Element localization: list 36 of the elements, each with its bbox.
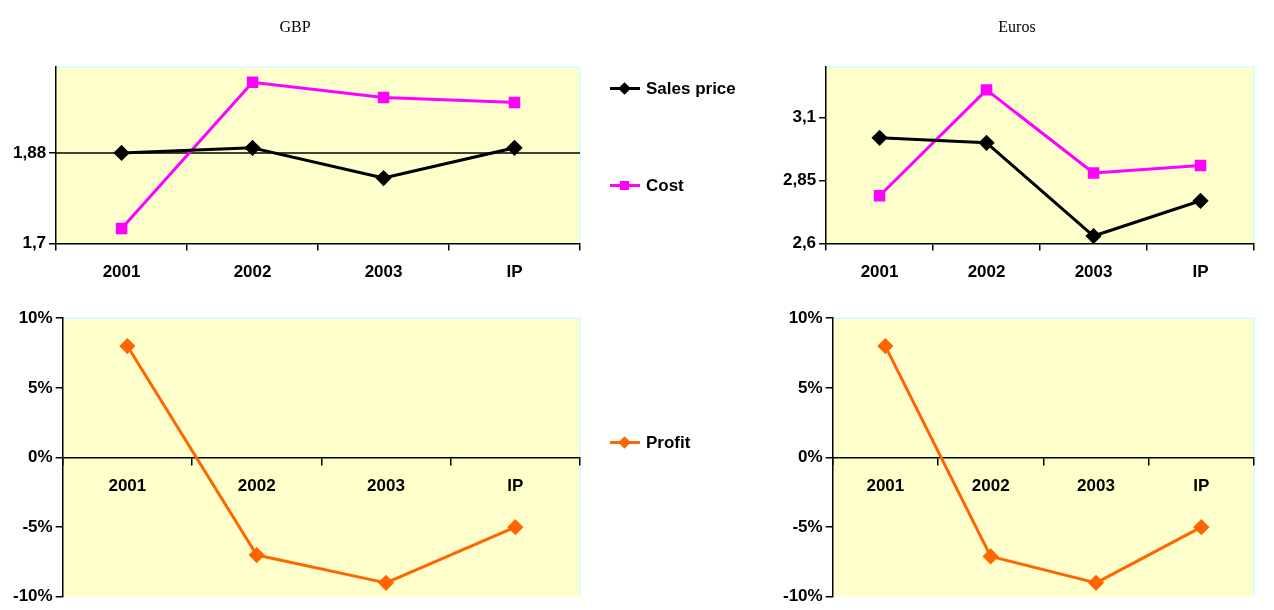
x-tick-label: 2001: [102, 262, 141, 282]
y-tick-label: 10%: [18, 307, 53, 327]
x-tick-label: 2002: [967, 262, 1006, 282]
x-tick-label: 2003: [367, 476, 405, 496]
x-tick-label: IP: [1192, 262, 1209, 282]
x-tick-label: 2003: [1074, 262, 1113, 282]
y-tick-label: -10%: [13, 586, 53, 606]
y-tick-label: 0%: [798, 447, 823, 467]
x-tick-label: IP: [1193, 476, 1210, 496]
x-tick-label: 2003: [1077, 476, 1115, 496]
x-tick-label: 2002: [971, 476, 1010, 496]
y-tick-label: -5%: [792, 516, 823, 536]
y-tick-label: 0%: [28, 447, 53, 467]
chart-title: Euros: [998, 17, 1036, 35]
y-tick-label: -5%: [22, 516, 53, 536]
x-tick-label: 2003: [364, 262, 403, 282]
x-tick-label: IP: [506, 262, 523, 282]
x-tick-label: 2001: [860, 262, 899, 282]
y-tick-label: 5%: [28, 377, 53, 397]
y-tick-label: 1,88: [12, 142, 47, 162]
legend-label: Profit: [646, 432, 691, 453]
chart-title: GBP: [279, 17, 311, 35]
y-tick-label: 2,6: [792, 233, 817, 253]
x-tick-label: 2002: [237, 476, 276, 496]
x-tick-label: 2001: [866, 476, 905, 496]
x-tick-label: IP: [507, 476, 524, 496]
y-tick-label: -10%: [783, 586, 823, 606]
x-tick-label: 2001: [108, 476, 147, 496]
y-tick-label: 1,7: [22, 233, 47, 253]
y-tick-label: 10%: [788, 307, 823, 327]
y-tick-label: 3,1: [792, 107, 817, 127]
y-tick-label: 5%: [798, 377, 823, 397]
y-tick-label: 2,85: [782, 170, 817, 190]
legend-label: Sales price: [646, 78, 736, 99]
x-tick-label: 2002: [233, 262, 272, 282]
legend-label: Cost: [646, 176, 684, 197]
